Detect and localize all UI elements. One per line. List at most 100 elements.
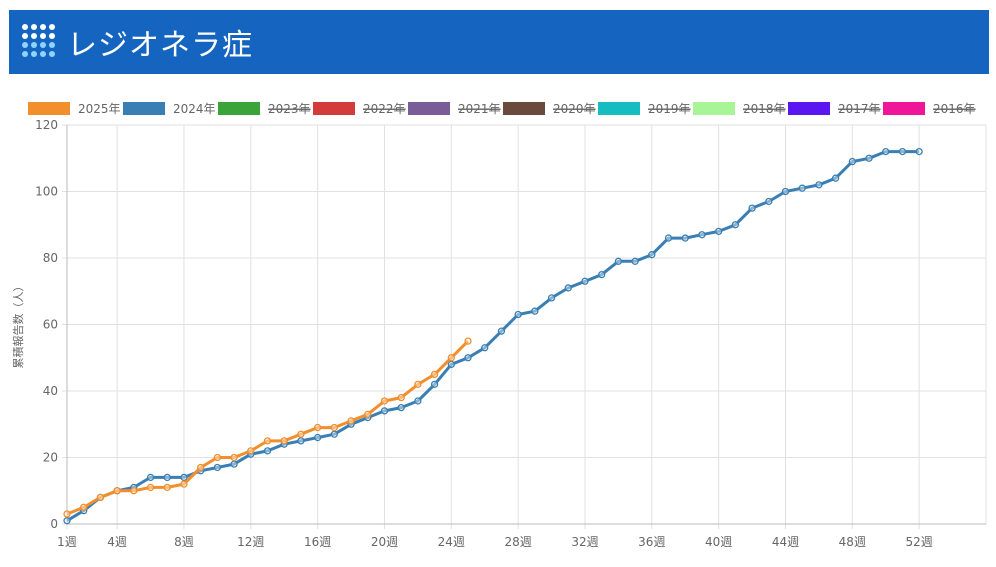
data-point[interactable] (230, 453, 238, 462)
data-point[interactable] (464, 354, 472, 362)
data-point[interactable] (430, 380, 439, 389)
data-point[interactable] (748, 204, 756, 212)
data-point[interactable] (330, 430, 338, 438)
data-point[interactable] (63, 510, 71, 518)
chart-series (63, 147, 923, 525)
data-point[interactable] (280, 437, 288, 445)
data-point[interactable] (414, 397, 422, 405)
data-point[interactable] (313, 423, 322, 432)
page-title: レジオネラ症 (67, 28, 253, 63)
legend-item[interactable]: 2024年 (123, 102, 216, 116)
data-point[interactable] (163, 473, 171, 482)
legend-swatch (218, 102, 260, 115)
data-point[interactable] (364, 410, 372, 418)
legend-swatch (28, 102, 70, 115)
data-point[interactable] (80, 503, 88, 512)
data-point[interactable] (146, 473, 155, 482)
data-point[interactable] (247, 447, 255, 455)
data-point[interactable] (681, 234, 689, 242)
legend-item[interactable]: 2018年 (693, 102, 786, 116)
data-point[interactable] (631, 257, 639, 265)
data-point[interactable] (698, 231, 706, 239)
legend-item[interactable]: 2020年 (503, 102, 596, 116)
data-point[interactable] (765, 197, 773, 206)
legend-label: 2025年 (78, 102, 121, 116)
data-point[interactable] (831, 174, 840, 182)
data-point[interactable] (547, 294, 556, 302)
data-point[interactable] (313, 433, 322, 442)
data-point[interactable] (130, 487, 138, 495)
legend-item[interactable]: 2022年 (313, 102, 406, 116)
data-point[interactable] (614, 257, 623, 265)
legend-item[interactable]: 2021年 (408, 102, 501, 116)
legend-swatch (408, 102, 450, 115)
data-point[interactable] (347, 417, 355, 425)
series-line (66, 150, 920, 522)
legend-swatch (503, 102, 545, 115)
data-point[interactable] (715, 227, 723, 236)
y-tick-label: 60 (43, 318, 58, 332)
data-point[interactable] (815, 181, 823, 189)
data-point[interactable] (397, 393, 405, 402)
data-point[interactable] (481, 344, 489, 352)
chart-axes: 0 20 40 60 80 100 120 1週 4週 8週 12週 16週 20週 24週 28週 32週 3… (35, 118, 986, 549)
data-point[interactable] (882, 147, 890, 156)
data-point[interactable] (380, 397, 389, 405)
data-point[interactable] (213, 463, 222, 472)
legend-item[interactable]: 2017年 (788, 102, 881, 116)
data-point[interactable] (648, 251, 656, 259)
data-point[interactable] (146, 483, 155, 492)
data-point[interactable] (163, 483, 171, 492)
x-tick-label: 1週 (57, 535, 77, 549)
data-point[interactable] (564, 284, 572, 292)
legend-item[interactable]: 2016年 (883, 102, 976, 116)
legend-item[interactable]: 2023年 (218, 102, 311, 116)
legend-swatch (883, 102, 925, 115)
x-tick-label: 20週 (371, 535, 398, 549)
data-point[interactable] (915, 147, 923, 156)
data-point[interactable] (865, 154, 873, 162)
data-point[interactable] (430, 370, 439, 379)
data-point[interactable] (180, 480, 188, 488)
data-point[interactable] (781, 187, 790, 196)
data-point[interactable] (497, 327, 506, 335)
data-point[interactable] (263, 447, 272, 455)
legend-swatch (693, 102, 735, 115)
x-tick-label: 28週 (505, 535, 532, 549)
data-point[interactable] (113, 487, 121, 495)
data-point[interactable] (180, 473, 188, 482)
y-tick-label: 100 (35, 185, 58, 199)
data-point[interactable] (598, 270, 606, 279)
data-point[interactable] (447, 354, 455, 362)
legend-item[interactable]: 2025年 (28, 102, 121, 116)
x-tick-label: 24週 (438, 535, 465, 549)
data-point[interactable] (531, 307, 539, 315)
data-point[interactable] (96, 493, 105, 502)
data-point[interactable] (581, 277, 589, 285)
data-point[interactable] (263, 437, 272, 445)
data-point[interactable] (898, 147, 907, 156)
data-point[interactable] (330, 423, 338, 432)
data-point[interactable] (664, 234, 673, 242)
data-point[interactable] (731, 221, 740, 229)
data-point[interactable] (464, 337, 472, 345)
y-axis-label: 累積報告数（人） (11, 281, 25, 369)
data-point[interactable] (447, 360, 455, 369)
series-line (66, 340, 470, 516)
series-2024年 (63, 147, 923, 525)
data-point[interactable] (397, 403, 405, 412)
data-point[interactable] (197, 463, 205, 472)
legend-item[interactable]: 2019年 (598, 102, 691, 116)
data-point[interactable] (798, 184, 806, 192)
data-point[interactable] (514, 310, 522, 319)
data-point[interactable] (230, 460, 238, 468)
x-tick-label: 32週 (571, 535, 598, 549)
data-point[interactable] (63, 517, 71, 525)
data-point[interactable] (213, 453, 222, 462)
data-point[interactable] (380, 407, 389, 415)
data-point[interactable] (297, 430, 305, 438)
data-point[interactable] (848, 157, 856, 166)
data-point[interactable] (414, 380, 422, 389)
y-tick-label: 20 (43, 451, 58, 465)
data-point[interactable] (297, 437, 305, 445)
